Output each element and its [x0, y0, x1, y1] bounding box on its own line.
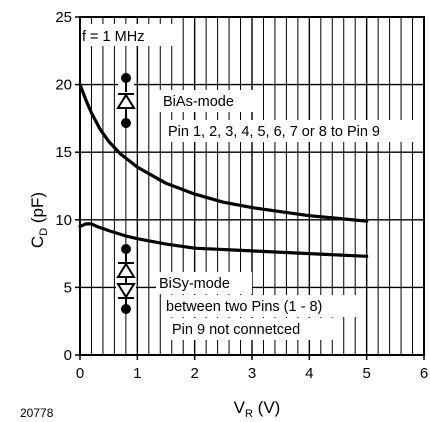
bisy-pins-label: between two Pins (1 - 8): [166, 299, 322, 315]
y-tick-label: 0: [64, 347, 72, 364]
x-tick-label: 5: [362, 365, 370, 382]
y-axis-title: CD (pF): [28, 192, 50, 248]
bisy-pins-label-bg: [162, 295, 358, 317]
bias-pins-label: Pin 1, 2, 3, 4, 5, 6, 7 or 8 to Pin 9: [168, 124, 380, 140]
x-tick-label: 3: [248, 365, 256, 382]
x-tick-label: 1: [133, 365, 141, 382]
x-tick-label: 6: [420, 365, 428, 382]
bisy-diode-icon: [116, 244, 136, 314]
bisy-note-label-bg: [168, 318, 342, 340]
bisy-mode-label: BiSy-mode: [159, 276, 230, 292]
x-tick-label: 4: [305, 365, 313, 382]
y-tick-label: 20: [55, 77, 72, 94]
frequency-label-bg: [78, 24, 178, 46]
series-line-1: [78, 82, 369, 223]
bias-mode-label-bg: [159, 90, 260, 112]
y-tick-label: 5: [64, 279, 72, 296]
x-tick-label: 0: [76, 365, 84, 382]
series-line-2: [78, 222, 369, 258]
y-tick-label: 25: [55, 9, 72, 26]
y-tick-label: 15: [55, 144, 72, 161]
x-tick-label: 2: [190, 365, 198, 382]
bisy-mode-label-bg: [156, 272, 252, 294]
series-group: [78, 82, 369, 258]
bias-mode-label: BiAs-mode: [163, 94, 234, 110]
frequency-label: f = 1 MHz: [82, 29, 144, 45]
bias-pins-label-bg: [164, 120, 418, 142]
x-axis-title: VR (V): [234, 398, 281, 420]
y-tick-label: 10: [55, 212, 72, 229]
annotation-layer: f = 1 MHz BiAs-mode Pin 1, 2, 3, 4, 5, 6…: [78, 24, 418, 340]
tick-labels: 0 1 2 3 4 5 6 0 5 10 15 20 25: [55, 9, 428, 382]
figure-id: 20778: [20, 406, 54, 420]
bias-diode-icon: [116, 73, 136, 128]
bisy-note-label: Pin 9 not connetced: [172, 322, 300, 338]
